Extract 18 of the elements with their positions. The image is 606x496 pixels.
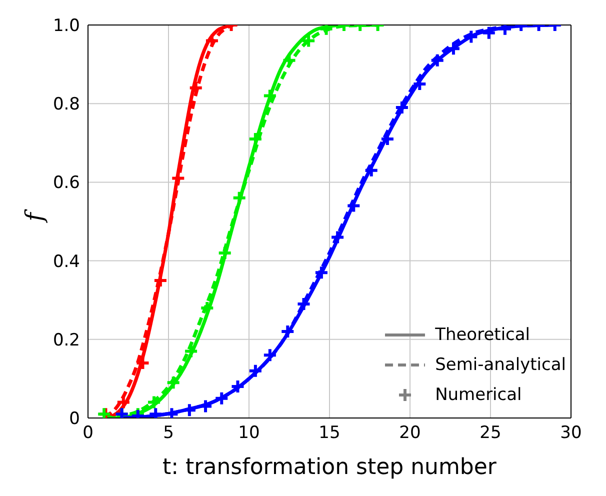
y-tick-label: 0.6 — [52, 173, 80, 194]
x-tick-label: 30 — [560, 423, 582, 444]
y-axis-title: f — [20, 208, 49, 224]
legend-label: Numerical — [435, 385, 522, 405]
y-tick-label: 0.2 — [52, 330, 80, 350]
x-tick-label: 15 — [318, 423, 340, 444]
x-tick-label: 10 — [238, 423, 260, 444]
y-tick-label: 0.4 — [52, 252, 80, 272]
legend-label: Semi-analytical — [435, 355, 566, 375]
legend-label: Theoretical — [435, 325, 530, 345]
x-tick-label: 0 — [82, 423, 94, 444]
x-tick-label: 25 — [480, 423, 502, 444]
y-tick-label: 0 — [69, 409, 80, 430]
y-tick-label: 0.8 — [52, 94, 80, 115]
x-axis-title: t: transformation step number — [162, 455, 498, 480]
y-tick-label: 1.0 — [52, 16, 80, 36]
x-tick-label: 20 — [399, 423, 421, 444]
x-tick-label: 5 — [163, 423, 174, 444]
